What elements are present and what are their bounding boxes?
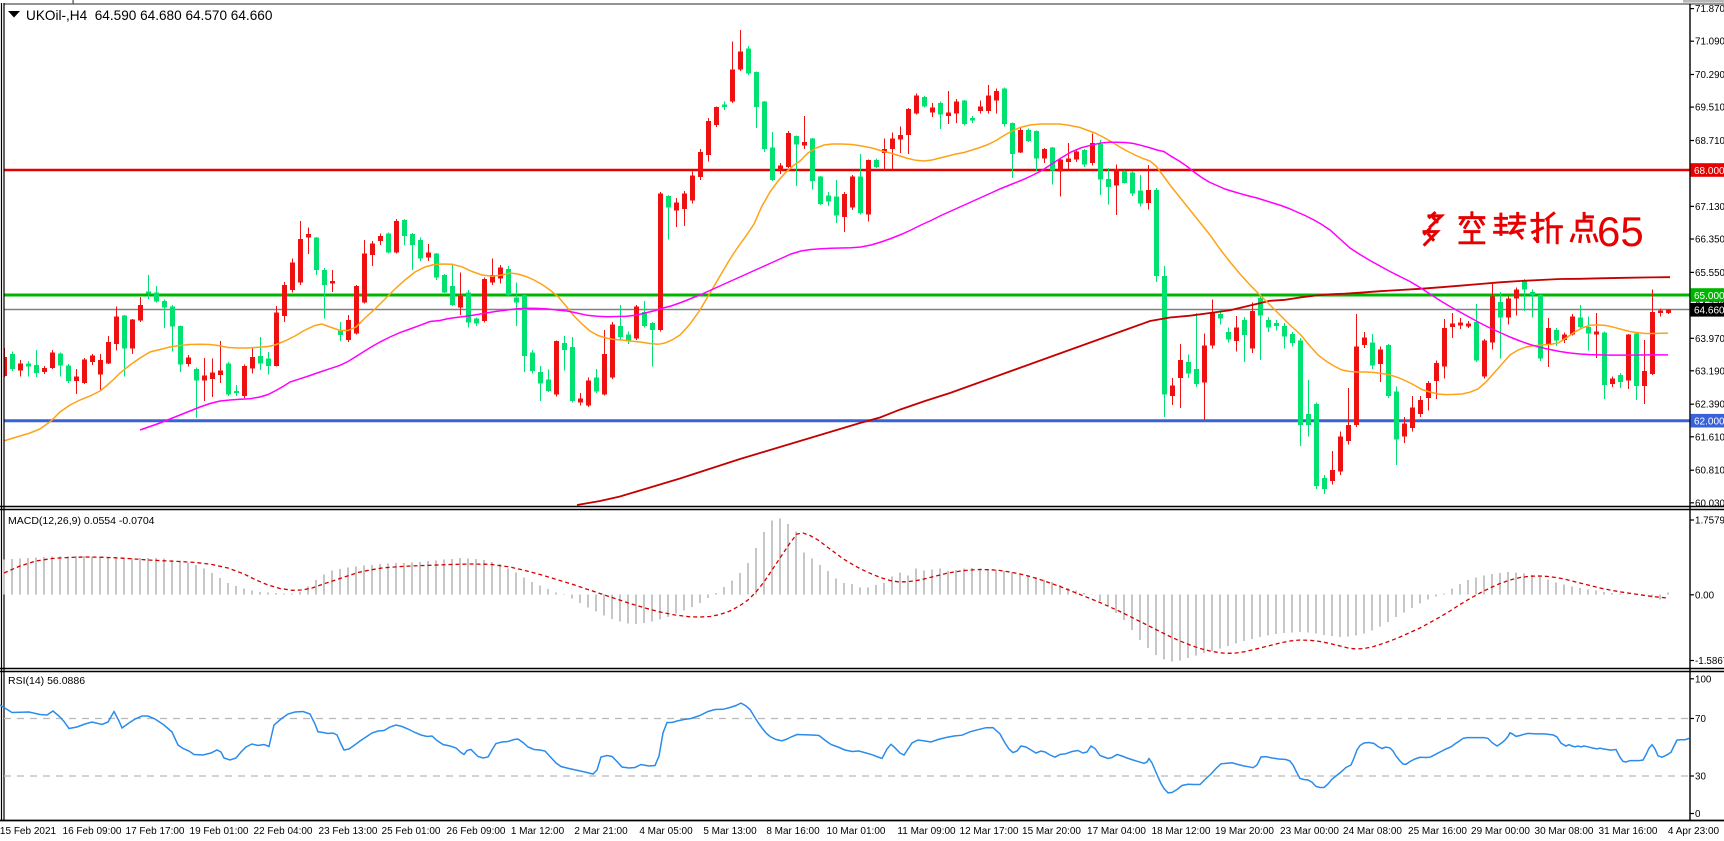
- svg-text:10 Mar 01:00: 10 Mar 01:00: [827, 826, 886, 837]
- svg-text:67.130: 67.130: [1695, 202, 1724, 213]
- svg-text:26 Feb 09:00: 26 Feb 09:00: [447, 826, 506, 837]
- svg-text:MACD(12,26,9) 0.0554 -0.0704: MACD(12,26,9) 0.0554 -0.0704: [8, 515, 155, 527]
- svg-text:5 Mar 13:00: 5 Mar 13:00: [703, 826, 757, 837]
- svg-text:25 Feb 01:00: 25 Feb 01:00: [382, 826, 441, 837]
- svg-text:24 Mar 08:00: 24 Mar 08:00: [1343, 826, 1402, 837]
- svg-text:71.870: 71.870: [1695, 4, 1724, 15]
- svg-text:RSI(14) 56.0886: RSI(14) 56.0886: [8, 675, 85, 687]
- svg-text:19 Feb 01:00: 19 Feb 01:00: [190, 826, 249, 837]
- svg-text:65: 65: [1597, 208, 1644, 255]
- svg-text:30 Mar 08:00: 30 Mar 08:00: [1535, 826, 1594, 837]
- svg-text:62.390: 62.390: [1695, 400, 1724, 411]
- svg-text:17 Mar 04:00: 17 Mar 04:00: [1087, 826, 1146, 837]
- svg-text:0.00: 0.00: [1695, 590, 1715, 601]
- svg-text:-1.5867: -1.5867: [1695, 656, 1724, 667]
- svg-text:23 Mar 00:00: 23 Mar 00:00: [1280, 826, 1339, 837]
- svg-text:65.550: 65.550: [1695, 268, 1724, 279]
- svg-text:64.660: 64.660: [1694, 306, 1724, 317]
- svg-text:11 Mar 09:00: 11 Mar 09:00: [897, 826, 956, 837]
- svg-text:31 Mar 16:00: 31 Mar 16:00: [1599, 826, 1658, 837]
- svg-text:18 Mar 12:00: 18 Mar 12:00: [1152, 826, 1211, 837]
- svg-text:4 Mar 05:00: 4 Mar 05:00: [639, 826, 693, 837]
- svg-text:63.190: 63.190: [1695, 366, 1724, 377]
- svg-text:68.710: 68.710: [1695, 136, 1724, 147]
- svg-text:29 Mar 00:00: 29 Mar 00:00: [1471, 826, 1530, 837]
- svg-text:63.970: 63.970: [1695, 334, 1724, 345]
- svg-text:66.350: 66.350: [1695, 235, 1724, 246]
- svg-text:70: 70: [1695, 714, 1706, 725]
- svg-text:16 Feb 09:00: 16 Feb 09:00: [63, 826, 122, 837]
- svg-text:0: 0: [1695, 809, 1701, 820]
- svg-text:68.000: 68.000: [1694, 166, 1724, 177]
- svg-text:70.290: 70.290: [1695, 70, 1724, 81]
- svg-text:30: 30: [1695, 772, 1706, 783]
- svg-text:60.810: 60.810: [1695, 466, 1724, 477]
- svg-text:12 Mar 17:00: 12 Mar 17:00: [960, 826, 1019, 837]
- svg-text:19 Mar 20:00: 19 Mar 20:00: [1215, 826, 1274, 837]
- svg-text:22 Feb 04:00: 22 Feb 04:00: [254, 826, 313, 837]
- svg-text:61.610: 61.610: [1695, 432, 1724, 443]
- svg-text:17 Feb 17:00: 17 Feb 17:00: [126, 826, 185, 837]
- svg-text:69.510: 69.510: [1695, 103, 1724, 114]
- svg-text:25 Mar 16:00: 25 Mar 16:00: [1408, 826, 1467, 837]
- svg-text:UKOil-,H4 64.590 64.680 64.57: UKOil-,H4 64.590 64.680 64.570 64.660: [26, 8, 273, 23]
- svg-text:2 Mar 21:00: 2 Mar 21:00: [574, 826, 628, 837]
- svg-text:15 Mar 20:00: 15 Mar 20:00: [1022, 826, 1081, 837]
- svg-text:60.030: 60.030: [1695, 498, 1724, 509]
- svg-text:65.000: 65.000: [1694, 291, 1724, 302]
- svg-text:15 Feb 2021: 15 Feb 2021: [0, 826, 57, 837]
- svg-text:100: 100: [1695, 674, 1712, 685]
- svg-text:1.7579: 1.7579: [1695, 516, 1724, 527]
- svg-text:1 Mar 12:00: 1 Mar 12:00: [511, 826, 565, 837]
- svg-text:62.000: 62.000: [1694, 417, 1724, 428]
- svg-text:23 Feb 13:00: 23 Feb 13:00: [319, 826, 378, 837]
- svg-text:71.090: 71.090: [1695, 37, 1724, 48]
- svg-text:4 Apr 23:00: 4 Apr 23:00: [1668, 826, 1720, 837]
- svg-text:8 Mar 16:00: 8 Mar 16:00: [766, 826, 820, 837]
